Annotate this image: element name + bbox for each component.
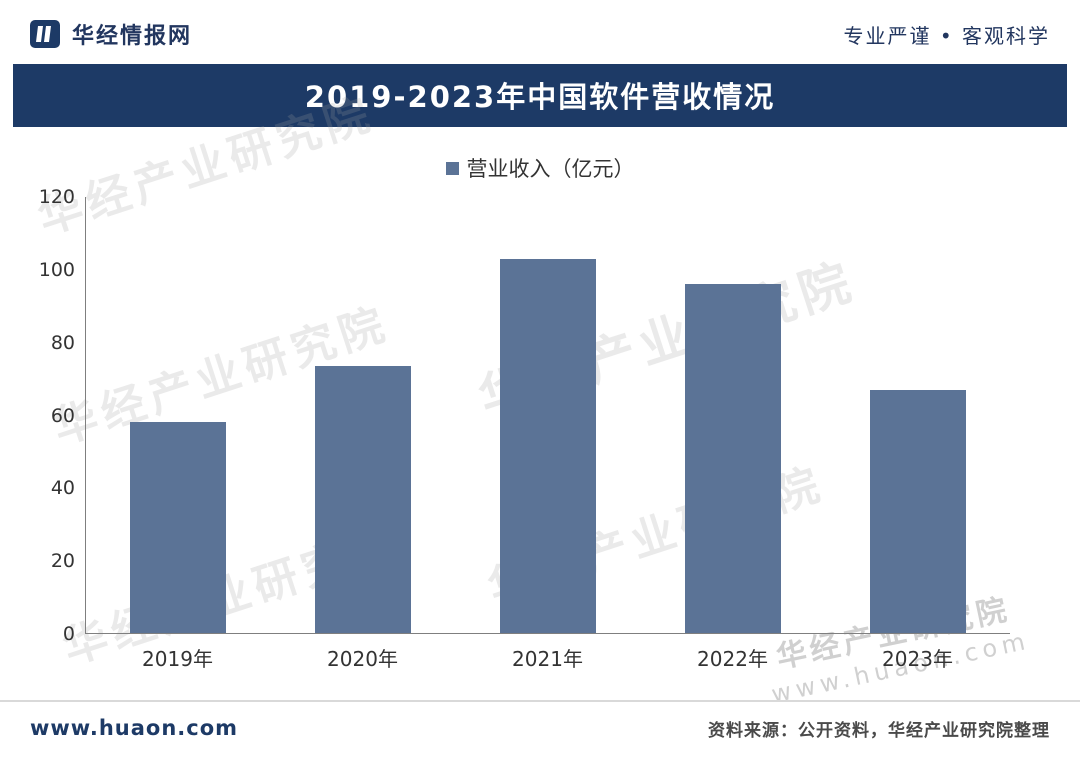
y-tick-label: 100 <box>38 258 75 281</box>
y-tick-label: 40 <box>50 477 75 500</box>
x-tick-label: 2022年 <box>697 647 768 671</box>
y-tick-label: 60 <box>50 404 75 427</box>
bar-slot <box>825 197 1010 633</box>
brand: 华经情报网 <box>30 18 192 50</box>
header-tagline: 专业严谨 • 客观科学 <box>843 23 1050 48</box>
bar-slot <box>640 197 825 633</box>
bar-slot <box>86 197 271 633</box>
bar-2020年 <box>315 365 412 633</box>
legend-label: 营业收入（亿元） <box>466 157 635 181</box>
footer-source-note: 资料来源：公开资料，华经产业研究院整理 <box>708 720 1050 741</box>
x-tick-label: 2021年 <box>512 647 583 671</box>
y-tick-label: 120 <box>38 186 75 208</box>
huaon-logo-icon <box>30 18 62 50</box>
bar-slot <box>271 197 456 633</box>
x-tick-label: 2019年 <box>142 647 213 671</box>
chart-title-banner: 2019-2023年中国软件营收情况 <box>13 64 1067 127</box>
bar-2023年 <box>869 389 966 633</box>
legend-swatch <box>445 161 459 175</box>
x-axis-labels: 2019年 2020年 2021年 2022年 2023年 <box>85 643 1010 672</box>
footer-site-link[interactable]: www.huaon.com <box>30 716 239 740</box>
y-axis: 0 20 40 60 80 100 120 <box>38 186 85 645</box>
y-tick-label: 0 <box>62 623 75 645</box>
header: 华经情报网 专业严谨 • 客观科学 <box>0 0 1080 62</box>
bar-2022年 <box>684 284 781 633</box>
bar-slot <box>456 197 641 633</box>
x-tick-label: 2020年 <box>327 647 398 671</box>
y-tick-label: 20 <box>50 550 75 573</box>
bar-chart: 0 20 40 60 80 100 120 2019年 2020年 2021年 2022年 2023… <box>38 186 1010 672</box>
bar-2021年 <box>499 258 597 633</box>
bar-2019年 <box>130 422 227 633</box>
x-tick-label: 2023年 <box>882 647 953 671</box>
y-tick-label: 80 <box>50 331 75 354</box>
plot-area <box>85 197 1010 634</box>
brand-name: 华经情报网 <box>72 24 193 49</box>
footer: www.huaon.com 资料来源：公开资料，华经产业研究院整理 <box>0 700 1080 760</box>
plot-wrap: 2019年 2020年 2021年 2022年 2023年 <box>85 197 1010 672</box>
legend: 营业收入（亿元） <box>0 153 1080 183</box>
